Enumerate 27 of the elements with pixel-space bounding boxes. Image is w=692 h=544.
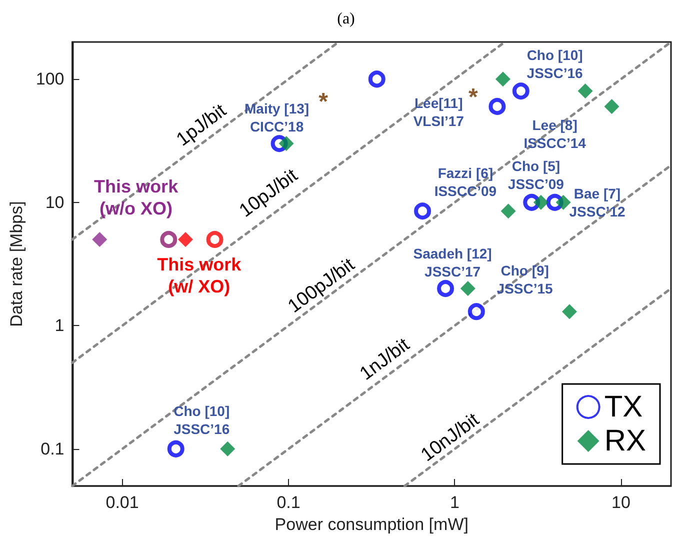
annotation: Cho [10] JSSC’16: [174, 402, 230, 437]
x-axis-title: Power consumption [mW]: [274, 515, 468, 534]
y-tick-label: 0.1: [40, 439, 64, 458]
y-tick-label: 10: [45, 192, 64, 212]
x-tick-label: 0.01: [106, 493, 139, 512]
x-tick-label: 0.1: [276, 493, 300, 512]
annotation: Lee [8] ISSCC’14: [524, 116, 586, 151]
annotation: Bae [7] JSSC’12: [569, 185, 626, 220]
legend-label: RX: [604, 424, 646, 458]
x-tick-label: 1: [450, 493, 460, 512]
annotation: *: [318, 88, 329, 116]
annotation: Lee[11] VLSI’17: [413, 95, 464, 130]
annotation: This work (w/o XO): [94, 176, 180, 218]
annotation: *: [468, 84, 478, 111]
y-tick-label: 1: [54, 316, 64, 336]
y-axis-title: Data rate [Mbps]: [7, 201, 26, 327]
annotation: Cho [10] JSSC’16: [526, 47, 584, 82]
x-tick-label: 10: [612, 493, 630, 512]
y-tick-label: 100: [36, 70, 64, 89]
annotation: Maity [13] CICC’18: [244, 100, 310, 134]
annotation: Cho [5] JSSC’09: [508, 158, 564, 192]
annotation: This work (w/ XO): [157, 254, 242, 297]
legend-label: TX: [604, 390, 643, 424]
annotation: Cho [9] JSSC’15: [496, 262, 554, 296]
annotation: Saadeh [12] JSSC’17: [413, 246, 492, 280]
annotation: Fazzi [6] ISSCC’09: [434, 165, 497, 200]
chart-title: (a): [337, 10, 355, 28]
